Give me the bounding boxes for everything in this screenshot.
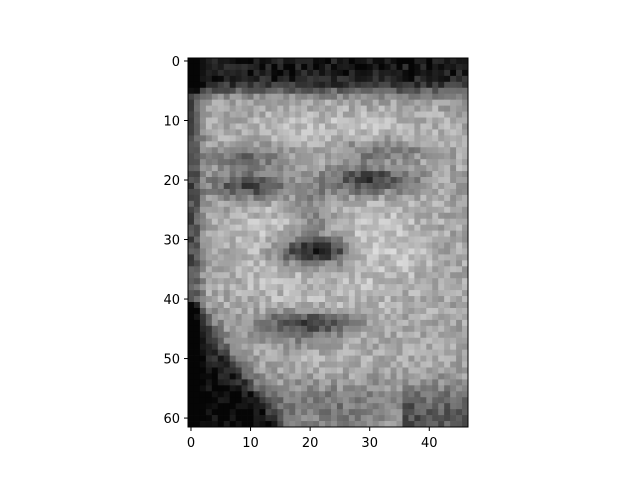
y-tick-label: 60 (163, 412, 180, 427)
y-axis: 0 10 20 30 40 50 60 (163, 55, 188, 427)
y-tick-label: 40 (163, 293, 180, 308)
y-tick-label: 20 (163, 174, 180, 189)
x-tick-label: 20 (302, 436, 319, 451)
x-tick-label: 30 (361, 436, 378, 451)
axes-frame (187, 57, 469, 428)
y-tick-label: 10 (163, 114, 180, 129)
y-tick-label: 0 (172, 55, 180, 70)
y-tick-label: 30 (163, 234, 180, 249)
x-axis: 0 10 20 30 40 (187, 427, 438, 451)
x-tick-label: 10 (242, 436, 259, 451)
y-tick-label: 50 (163, 353, 180, 368)
face-image (188, 58, 469, 428)
x-tick-label: 0 (187, 436, 195, 451)
x-tick-label: 40 (421, 436, 438, 451)
